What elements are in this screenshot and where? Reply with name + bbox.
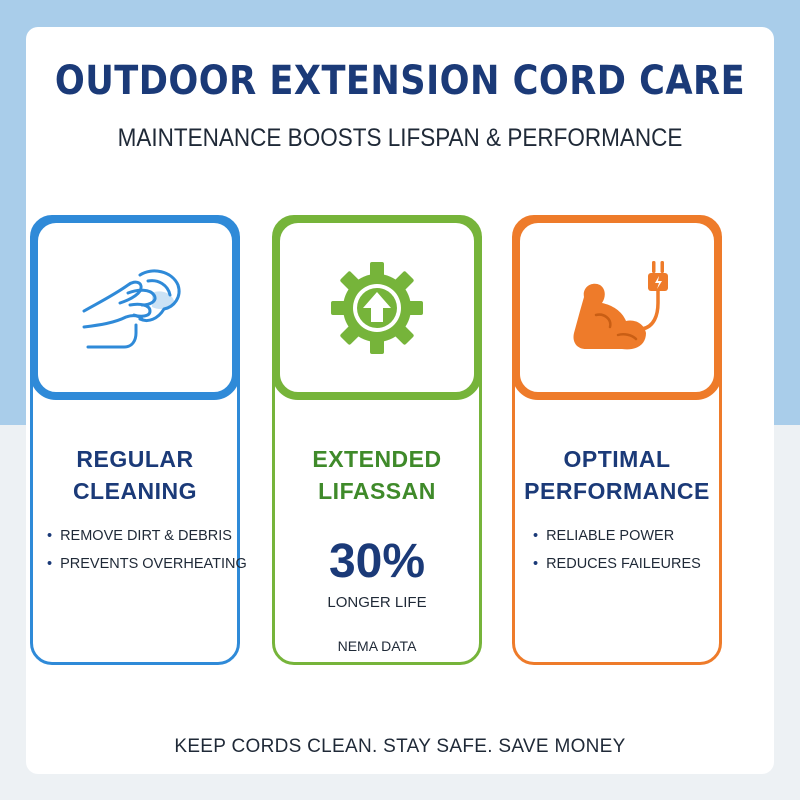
footer-tagline: KEEP CORDS CLEAN. STAY SAFE. SAVE MONEY xyxy=(174,736,626,757)
page-subtitle: MAINTENANCE BOOSTS LIFSPAN & PERFORMANCE xyxy=(117,124,683,152)
card-optimal-performance: OPTIMAL PERFORMANCE RELIABLE POWER REDUC… xyxy=(512,215,722,665)
stat-value: 30% xyxy=(328,535,426,588)
page-title: OUTDOOR EXTENSION CORD CARE xyxy=(54,58,746,104)
card-icon-frame xyxy=(512,215,722,400)
bullet-list: RELIABLE POWER REDUCES FAILEURES xyxy=(533,522,723,578)
flexed-arm-plug-icon xyxy=(573,260,668,349)
hand-wiping-cloth-icon xyxy=(82,268,181,348)
card-title: OPTIMAL PERFORMANCE xyxy=(524,446,710,504)
card-regular-cleaning: REGULAR CLEANING REMOVE DIRT & DEBRIS PR… xyxy=(30,215,247,665)
card-title: EXTENDED LIFASSAN xyxy=(312,446,442,504)
card-title: REGULAR CLEANING xyxy=(72,446,198,504)
card-icon-frame xyxy=(30,215,240,400)
stat-source: NEMA DATA xyxy=(337,638,417,654)
list-item: REMOVE DIRT & DEBRIS xyxy=(47,522,237,550)
list-item: REDUCES FAILEURES xyxy=(533,550,723,578)
list-item: PREVENTS OVERHEATING xyxy=(47,550,247,578)
card-icon-frame xyxy=(272,215,482,400)
list-item: RELIABLE POWER xyxy=(533,522,723,550)
gear-up-arrow-icon xyxy=(331,261,423,354)
stat-label: LONGER LIFE xyxy=(327,594,427,611)
card-extended-lifespan: EXTENDED LIFASSAN 30% LONGER LIFE NEMA D… xyxy=(272,215,482,665)
bullet-list: REMOVE DIRT & DEBRIS PREVENTS OVERHEATIN… xyxy=(47,522,247,578)
